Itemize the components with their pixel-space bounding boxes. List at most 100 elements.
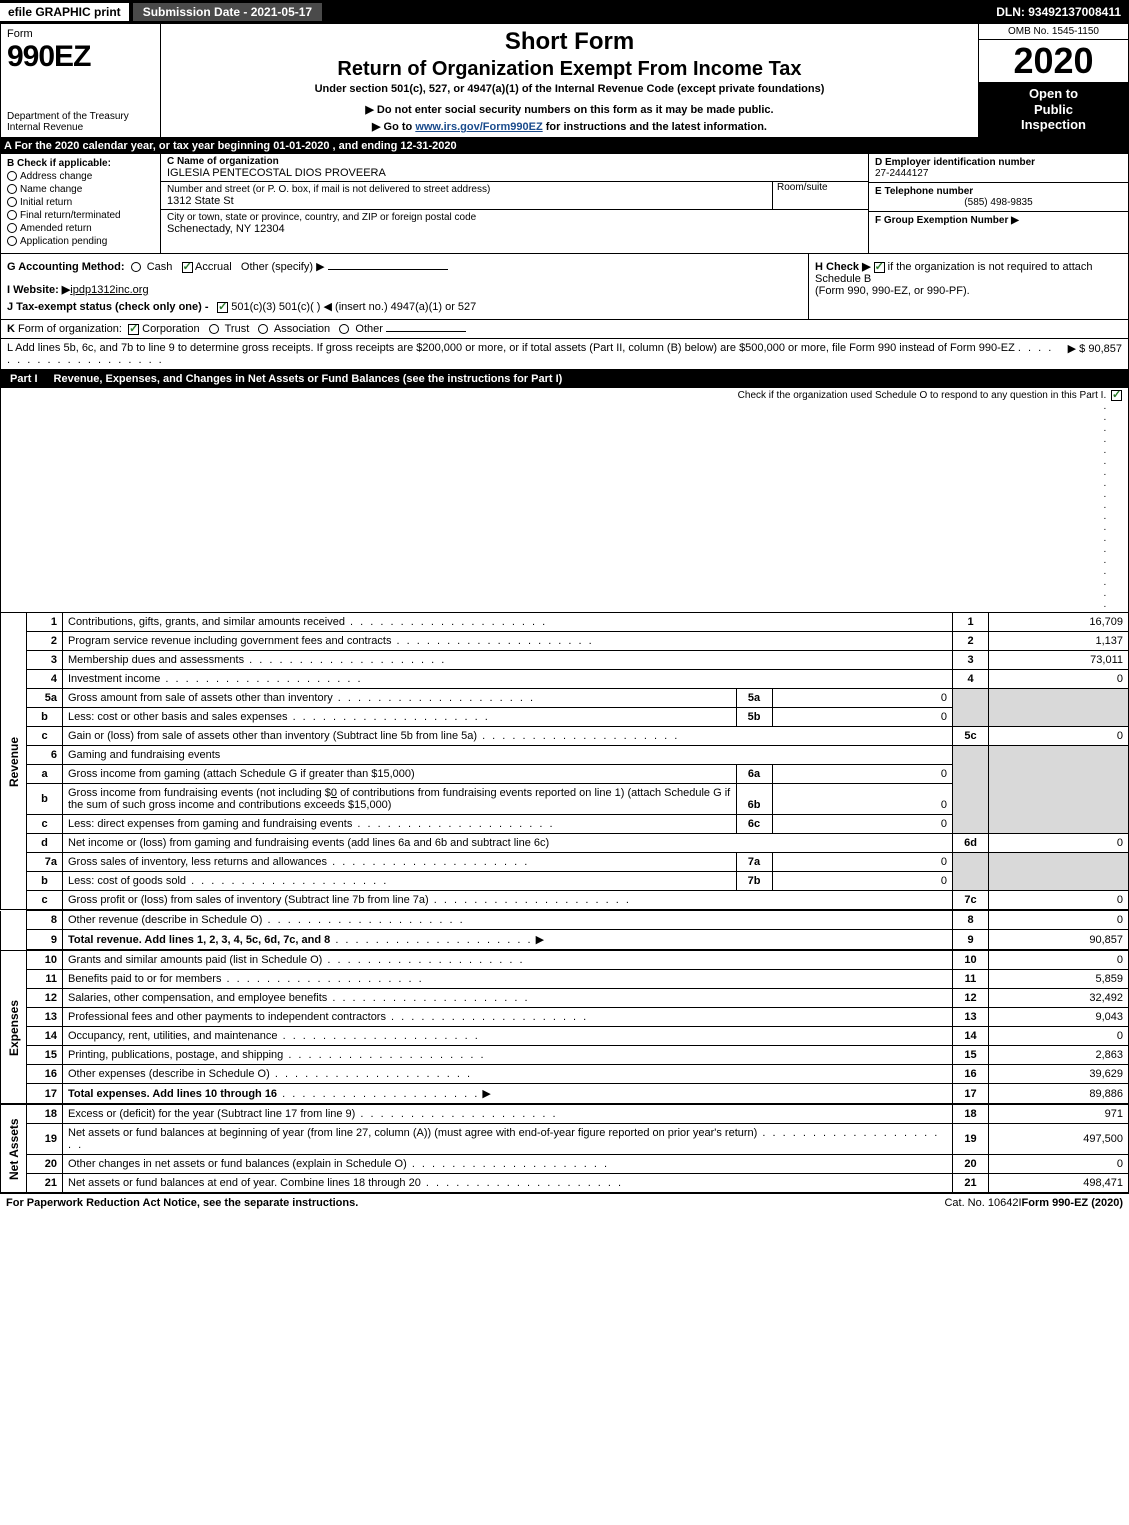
table-row: 12 Salaries, other compensation, and empl… — [1, 989, 1129, 1008]
mini-num: 7a — [736, 853, 772, 871]
shade-cell — [989, 746, 1129, 834]
mini-num: 6a — [736, 765, 772, 783]
h-label: H Check ▶ — [815, 261, 871, 273]
col-val: 0 — [989, 891, 1129, 910]
ln-num: 15 — [27, 1046, 63, 1065]
table-row: Revenue 1 Contributions, gifts, grants, … — [1, 613, 1129, 632]
table-row: 5a Gross amount from sale of assets othe… — [1, 689, 1129, 708]
ln-num: 16 — [27, 1065, 63, 1084]
chk-label: Address change — [20, 171, 92, 182]
ln-num: 7a — [27, 853, 63, 872]
ln-num: 6 — [27, 746, 63, 765]
chk-address[interactable]: Address change — [7, 171, 154, 182]
table-row: 2 Program service revenue including gove… — [1, 632, 1129, 651]
col-num: 10 — [953, 951, 989, 970]
footer-mid: Cat. No. 10642I — [944, 1197, 1021, 1209]
circle-icon[interactable] — [339, 324, 349, 334]
ln-desc: Professional fees and other payments to … — [68, 1011, 386, 1023]
ln-num: b — [27, 708, 63, 727]
side-expenses: Expenses — [1, 951, 27, 1104]
footer-right: Form 990-EZ (2020) — [1022, 1197, 1123, 1209]
return-title: Return of Organization Exempt From Incom… — [169, 58, 970, 81]
checkbox-checked-icon[interactable] — [874, 262, 885, 273]
table-row: 21Net assets or fund balances at end of … — [1, 1174, 1129, 1193]
part1-num: Part I — [6, 373, 42, 385]
chk-label: Initial return — [20, 197, 72, 208]
f-label: F Group Exemption Number ▶ — [875, 215, 1122, 226]
phone: (585) 498-9835 — [875, 197, 1122, 208]
part1-check-text: Check if the organization used Schedule … — [738, 390, 1104, 610]
table-row: Expenses 10 Grants and similar amounts p… — [1, 951, 1129, 970]
e-label: E Telephone number — [875, 186, 1122, 197]
mini-val: 0 — [772, 708, 952, 726]
under-section: Under section 501(c), 527, or 4947(a)(1)… — [169, 83, 970, 95]
goto-link[interactable]: www.irs.gov/Form990EZ — [415, 121, 542, 133]
ln-num: b — [27, 872, 63, 891]
ln-desc: Gross income from gaming (attach Schedul… — [68, 768, 415, 780]
col-num: 7c — [953, 891, 989, 910]
mini-val: 0 — [772, 853, 952, 871]
g-accrual: Accrual — [195, 261, 232, 273]
efile-label[interactable]: efile GRAPHIC print — [0, 3, 129, 21]
netassets-table: Net Assets 18 Excess or (deficit) for th… — [0, 1104, 1129, 1193]
mini-val: 0 — [772, 784, 952, 814]
checkbox-checked-icon[interactable] — [217, 302, 228, 313]
ln-num: 14 — [27, 1027, 63, 1046]
arrow-icon: ▶ — [482, 1088, 490, 1100]
room-label: Room/suite — [777, 182, 862, 193]
gh-left: G Accounting Method: Cash Accrual Other … — [1, 254, 808, 319]
col-d: D Employer identification number 27-2444… — [868, 154, 1128, 253]
col-num: 16 — [953, 1065, 989, 1084]
chk-name[interactable]: Name change — [7, 184, 154, 195]
circle-icon — [7, 197, 17, 207]
ln-desc: Total expenses. Add lines 10 through 16 — [68, 1088, 277, 1100]
g-other: Other (specify) ▶ — [241, 261, 325, 273]
table-row: 19Net assets or fund balances at beginni… — [1, 1124, 1129, 1155]
website[interactable]: ipdp1312inc.org — [70, 284, 148, 296]
ln-num: c — [27, 891, 63, 910]
form-header: Form 990EZ Department of the Treasury In… — [0, 24, 1129, 138]
chk-amended[interactable]: Amended return — [7, 223, 154, 234]
row-l: L Add lines 5b, 6c, and 7b to line 9 to … — [0, 339, 1129, 370]
ln-desc: Less: cost or other basis and sales expe… — [68, 711, 288, 723]
dept-treasury: Department of the Treasury — [7, 111, 154, 122]
ln-desc: Investment income — [68, 673, 160, 685]
table-row: 8 Other revenue (describe in Schedule O)… — [1, 911, 1129, 930]
circle-icon[interactable] — [258, 324, 268, 334]
checkbox-checked-icon[interactable] — [128, 324, 139, 335]
ln-num: 19 — [27, 1124, 63, 1155]
b-title: B Check if applicable: — [7, 158, 154, 169]
ln-desc: Other revenue (describe in Schedule O) — [68, 914, 262, 926]
chk-final[interactable]: Final return/terminated — [7, 210, 154, 221]
ln-desc: Gain or (loss) from sale of assets other… — [68, 730, 477, 742]
chk-label: Name change — [20, 184, 82, 195]
ln-desc: Benefits paid to or for members — [68, 973, 221, 985]
checkbox-checked-icon[interactable] — [1111, 390, 1122, 401]
col-num: 4 — [953, 670, 989, 689]
street-address: 1312 State St — [167, 195, 768, 207]
table-row: 20Other changes in net assets or fund ba… — [1, 1155, 1129, 1174]
circle-icon[interactable] — [209, 324, 219, 334]
col-num: 19 — [953, 1124, 989, 1155]
ln-desc: Occupancy, rent, utilities, and maintena… — [68, 1030, 278, 1042]
l-val-label: ▶ $ — [1068, 343, 1086, 355]
ln-desc: Salaries, other compensation, and employ… — [68, 992, 327, 1004]
ln-desc: Net income or (loss) from gaming and fun… — [68, 837, 549, 849]
part1-check-row: Check if the organization used Schedule … — [0, 388, 1129, 612]
col-num: 13 — [953, 1008, 989, 1027]
ln-num: a — [27, 765, 63, 784]
col-val: 90,857 — [989, 930, 1129, 950]
col-val: 5,859 — [989, 970, 1129, 989]
shade-cell — [953, 689, 989, 727]
chk-pending[interactable]: Application pending — [7, 236, 154, 247]
ln-num: 1 — [27, 613, 63, 632]
j-opts: 501(c)(3) 501(c)( ) ◀ (insert no.) 4947(… — [231, 301, 476, 313]
chk-initial[interactable]: Initial return — [7, 197, 154, 208]
mini-val: 0 — [772, 815, 952, 833]
checkbox-checked-icon[interactable] — [182, 262, 193, 273]
mini-num: 5b — [736, 708, 772, 726]
circle-icon[interactable] — [131, 262, 141, 272]
ln-num: 12 — [27, 989, 63, 1008]
line-a: A For the 2020 calendar year, or tax yea… — [0, 138, 1129, 154]
ln-num: d — [27, 834, 63, 853]
